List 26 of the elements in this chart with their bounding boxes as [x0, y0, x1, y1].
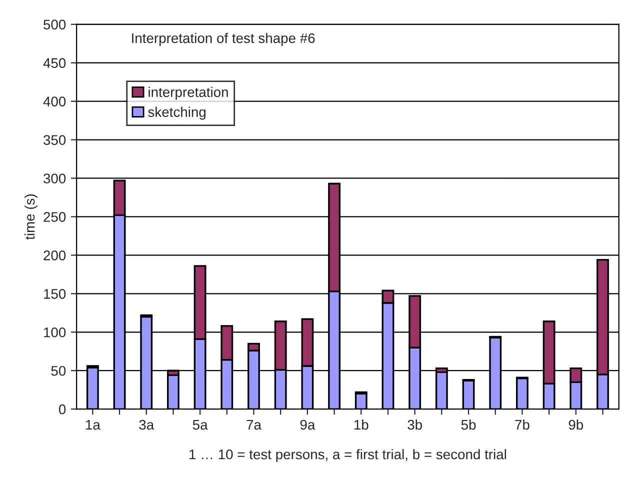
- y-tick-label: 50: [51, 366, 66, 376]
- y-axis-title: time (s): [24, 194, 38, 240]
- y-tick-label: 300: [44, 174, 66, 184]
- x-tick-label: 9b: [568, 419, 584, 430]
- x-tick-label: 5a: [192, 420, 208, 430]
- y-tick-label: 0: [58, 404, 66, 414]
- y-tick-label: 450: [43, 58, 66, 68]
- x-tick-label: 1a: [86, 420, 100, 430]
- y-tick-label: 400: [43, 96, 66, 106]
- text: Interpretation of test shape #6: [132, 32, 315, 46]
- y-tick-label: 250: [44, 212, 66, 222]
- x-tick-label: 7a: [246, 420, 262, 430]
- y-tick-label: 200: [44, 250, 66, 260]
- x-tick-label: 3a: [139, 420, 154, 430]
- x-tick-label: 1b: [354, 419, 368, 430]
- x-axis-title: 1 … 10 = test persons, a = first trial, b = second trial: [190, 449, 506, 462]
- x-tick-label: 9a: [300, 420, 316, 430]
- y-tick-label: 350: [44, 135, 66, 145]
- y-tick-label: 150: [44, 288, 66, 299]
- y-tick-label: 500: [44, 20, 66, 30]
- legend-label: sketching: [148, 106, 206, 120]
- x-tick-label: 5b: [461, 419, 476, 430]
- legend-label: interpretation: [148, 86, 228, 100]
- x-tick-label: 3b: [408, 419, 422, 430]
- y-tick-label: 100: [44, 327, 66, 338]
- x-tick-label: 7b: [515, 419, 530, 430]
